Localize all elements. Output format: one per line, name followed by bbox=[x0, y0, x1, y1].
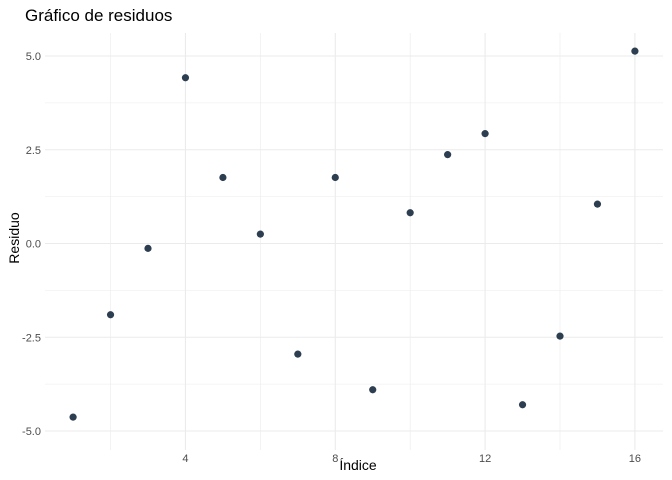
x-tick-label: 12 bbox=[479, 453, 491, 465]
x-tick-label: 8 bbox=[332, 453, 338, 465]
x-tick-label: 4 bbox=[182, 453, 188, 465]
grid-lines bbox=[45, 33, 663, 450]
data-point bbox=[631, 47, 639, 55]
y-tick-label: -5.0 bbox=[22, 426, 41, 438]
x-axis-tick-labels: 4 8 12 16 bbox=[182, 453, 641, 465]
data-point bbox=[593, 200, 602, 208]
data-point bbox=[444, 151, 452, 159]
data-point bbox=[219, 173, 227, 182]
data-point bbox=[406, 209, 414, 217]
y-tick-label: 5.0 bbox=[26, 51, 41, 63]
x-axis-title: Índice bbox=[339, 457, 377, 473]
y-tick-label: 2.5 bbox=[26, 145, 41, 157]
data-point bbox=[181, 74, 190, 82]
data-point bbox=[518, 401, 527, 409]
y-axis-title: Residuo bbox=[6, 212, 22, 264]
data-point bbox=[69, 413, 77, 421]
data-point bbox=[294, 350, 302, 358]
data-point bbox=[481, 130, 489, 138]
chart-title: Gráfico de residuos bbox=[25, 6, 173, 25]
y-tick-label: 0.0 bbox=[26, 239, 41, 251]
data-points bbox=[69, 47, 639, 421]
data-point bbox=[106, 311, 115, 319]
y-tick-label: -2.5 bbox=[22, 332, 41, 344]
x-tick-label: 16 bbox=[629, 453, 641, 465]
data-point bbox=[556, 332, 564, 340]
y-axis-tick-labels: -5.0 -2.5 0.0 2.5 5.0 bbox=[22, 51, 41, 438]
data-point bbox=[369, 386, 377, 394]
data-point bbox=[256, 230, 264, 238]
data-point bbox=[331, 173, 339, 182]
data-point bbox=[144, 244, 152, 252]
